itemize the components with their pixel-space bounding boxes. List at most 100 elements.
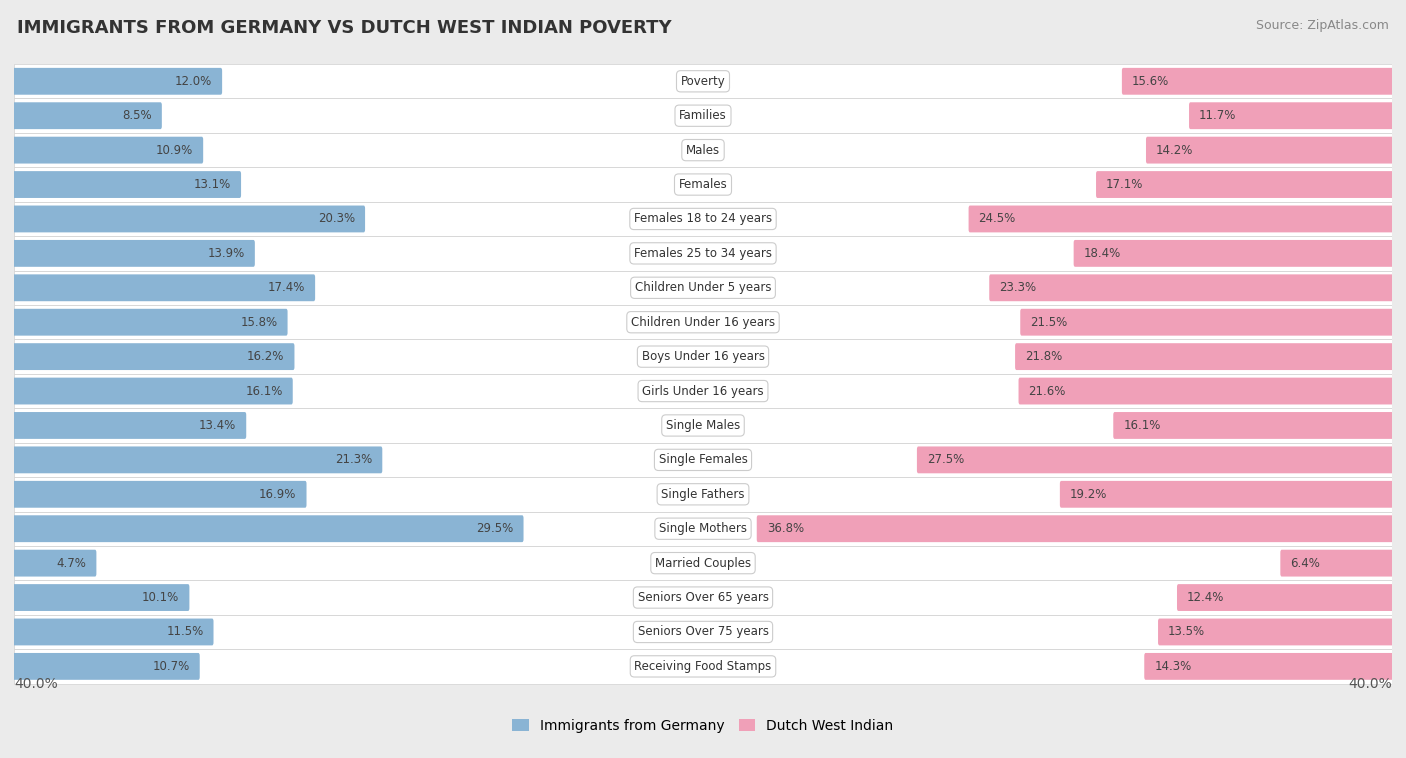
Text: 18.4%: 18.4% [1084,247,1121,260]
FancyBboxPatch shape [969,205,1393,233]
Text: 17.4%: 17.4% [267,281,305,294]
Legend: Immigrants from Germany, Dutch West Indian: Immigrants from Germany, Dutch West Indi… [506,713,900,738]
Text: Males: Males [686,143,720,157]
FancyBboxPatch shape [14,649,1392,684]
Text: 19.2%: 19.2% [1070,488,1108,501]
Text: Source: ZipAtlas.com: Source: ZipAtlas.com [1256,19,1389,32]
FancyBboxPatch shape [13,343,294,370]
Text: 8.5%: 8.5% [122,109,152,122]
FancyBboxPatch shape [13,515,523,542]
Text: 4.7%: 4.7% [56,556,86,569]
Text: IMMIGRANTS FROM GERMANY VS DUTCH WEST INDIAN POVERTY: IMMIGRANTS FROM GERMANY VS DUTCH WEST IN… [17,19,672,37]
Text: Females 25 to 34 years: Females 25 to 34 years [634,247,772,260]
FancyBboxPatch shape [14,202,1392,236]
Text: Children Under 5 years: Children Under 5 years [634,281,772,294]
Text: 15.6%: 15.6% [1132,75,1170,88]
FancyBboxPatch shape [1015,343,1393,370]
Text: 21.3%: 21.3% [335,453,373,466]
Text: Married Couples: Married Couples [655,556,751,569]
Text: Families: Families [679,109,727,122]
FancyBboxPatch shape [756,515,1393,542]
Text: Females: Females [679,178,727,191]
Text: 20.3%: 20.3% [318,212,356,225]
FancyBboxPatch shape [1144,653,1393,680]
FancyBboxPatch shape [14,168,1392,202]
FancyBboxPatch shape [13,653,200,680]
FancyBboxPatch shape [14,409,1392,443]
Text: 21.6%: 21.6% [1029,384,1066,397]
FancyBboxPatch shape [1114,412,1393,439]
Text: Receiving Food Stamps: Receiving Food Stamps [634,660,772,673]
FancyBboxPatch shape [14,64,1392,99]
Text: Boys Under 16 years: Boys Under 16 years [641,350,765,363]
FancyBboxPatch shape [14,374,1392,409]
Text: Females 18 to 24 years: Females 18 to 24 years [634,212,772,225]
Text: 21.5%: 21.5% [1031,316,1067,329]
Text: 16.1%: 16.1% [1123,419,1160,432]
FancyBboxPatch shape [1146,136,1393,164]
Text: 13.5%: 13.5% [1168,625,1205,638]
Text: 36.8%: 36.8% [766,522,804,535]
FancyBboxPatch shape [1097,171,1393,198]
Text: 16.9%: 16.9% [259,488,297,501]
FancyBboxPatch shape [1060,481,1393,508]
FancyBboxPatch shape [13,171,240,198]
FancyBboxPatch shape [1122,68,1393,95]
FancyBboxPatch shape [14,477,1392,512]
Text: Single Fathers: Single Fathers [661,488,745,501]
FancyBboxPatch shape [1021,309,1393,336]
Text: 13.9%: 13.9% [208,247,245,260]
FancyBboxPatch shape [1074,240,1393,267]
Text: Single Mothers: Single Mothers [659,522,747,535]
FancyBboxPatch shape [14,305,1392,340]
FancyBboxPatch shape [1189,102,1393,129]
FancyBboxPatch shape [917,446,1393,473]
FancyBboxPatch shape [13,481,307,508]
Text: Seniors Over 75 years: Seniors Over 75 years [637,625,769,638]
FancyBboxPatch shape [13,584,190,611]
Text: 10.9%: 10.9% [156,143,193,157]
Text: Children Under 16 years: Children Under 16 years [631,316,775,329]
FancyBboxPatch shape [13,205,366,233]
FancyBboxPatch shape [14,340,1392,374]
Text: 14.2%: 14.2% [1156,143,1194,157]
Text: 16.1%: 16.1% [246,384,283,397]
FancyBboxPatch shape [14,581,1392,615]
Text: 12.0%: 12.0% [174,75,212,88]
FancyBboxPatch shape [14,443,1392,477]
Text: 40.0%: 40.0% [1348,677,1392,691]
FancyBboxPatch shape [14,615,1392,649]
Text: 12.4%: 12.4% [1187,591,1225,604]
FancyBboxPatch shape [14,546,1392,581]
Text: 23.3%: 23.3% [1000,281,1036,294]
FancyBboxPatch shape [13,377,292,405]
Text: Seniors Over 65 years: Seniors Over 65 years [637,591,769,604]
FancyBboxPatch shape [13,446,382,473]
Text: 27.5%: 27.5% [927,453,965,466]
Text: 10.1%: 10.1% [142,591,180,604]
FancyBboxPatch shape [13,619,214,645]
Text: 13.4%: 13.4% [200,419,236,432]
Text: Single Males: Single Males [666,419,740,432]
FancyBboxPatch shape [14,512,1392,546]
FancyBboxPatch shape [13,274,315,301]
FancyBboxPatch shape [13,550,97,577]
FancyBboxPatch shape [1159,619,1393,645]
FancyBboxPatch shape [14,271,1392,305]
FancyBboxPatch shape [13,102,162,129]
Text: 11.5%: 11.5% [166,625,204,638]
Text: 14.3%: 14.3% [1154,660,1191,673]
Text: 24.5%: 24.5% [979,212,1015,225]
Text: 13.1%: 13.1% [194,178,231,191]
FancyBboxPatch shape [13,412,246,439]
Text: 40.0%: 40.0% [14,677,58,691]
FancyBboxPatch shape [13,136,204,164]
Text: 10.7%: 10.7% [152,660,190,673]
FancyBboxPatch shape [13,240,254,267]
Text: Girls Under 16 years: Girls Under 16 years [643,384,763,397]
Text: 21.8%: 21.8% [1025,350,1063,363]
FancyBboxPatch shape [14,236,1392,271]
FancyBboxPatch shape [1177,584,1393,611]
FancyBboxPatch shape [1281,550,1393,577]
Text: 6.4%: 6.4% [1291,556,1320,569]
